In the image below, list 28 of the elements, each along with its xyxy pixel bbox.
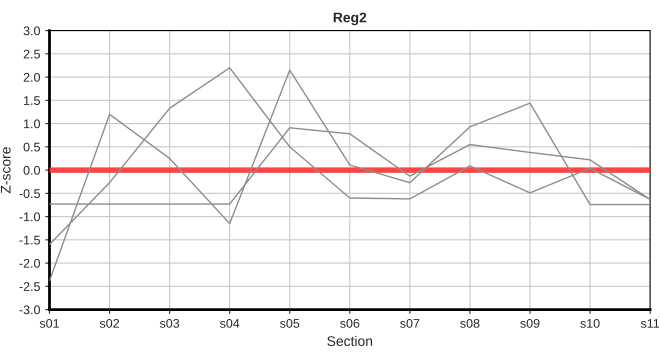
y-tick-label: 0.0	[24, 166, 40, 175]
x-axis-title: Section	[327, 336, 372, 346]
x-tick-label: s04	[220, 318, 240, 328]
y-tick-label: -3.0	[19, 305, 40, 314]
y-tick-label: 1.0	[24, 119, 40, 128]
x-tick-label: s02	[100, 318, 120, 328]
x-tick-label: s03	[160, 318, 180, 328]
y-tick-label: 0.5	[24, 142, 40, 152]
y-tick-label: 2.5	[24, 50, 40, 58]
y-tick-label: -2.0	[19, 258, 40, 268]
y-tick-label: -0.5	[19, 189, 40, 198]
y-tick-label: 2.0	[24, 72, 40, 82]
x-tick-label: s01	[40, 318, 59, 328]
x-tick-label: s05	[280, 318, 300, 328]
x-tick-label: s06	[340, 318, 360, 328]
y-tick-label: 3.0	[24, 26, 40, 36]
line-series	[50, 69, 650, 282]
y-tick-label: -1.0	[19, 212, 40, 222]
chart-title: Reg2	[334, 12, 366, 26]
x-tick-label: s11	[640, 319, 660, 328]
y-axis-title: Z-score	[0, 147, 11, 194]
y-tick-label: 1.5	[24, 96, 40, 105]
x-tick-label: s07	[400, 318, 420, 328]
x-tick-label: s08	[460, 318, 480, 328]
x-tick-label: s09	[520, 318, 540, 328]
y-tick-label: -2.5	[19, 282, 40, 291]
y-tick-label: -1.5	[19, 236, 40, 244]
x-tick-label: s10	[580, 318, 600, 328]
